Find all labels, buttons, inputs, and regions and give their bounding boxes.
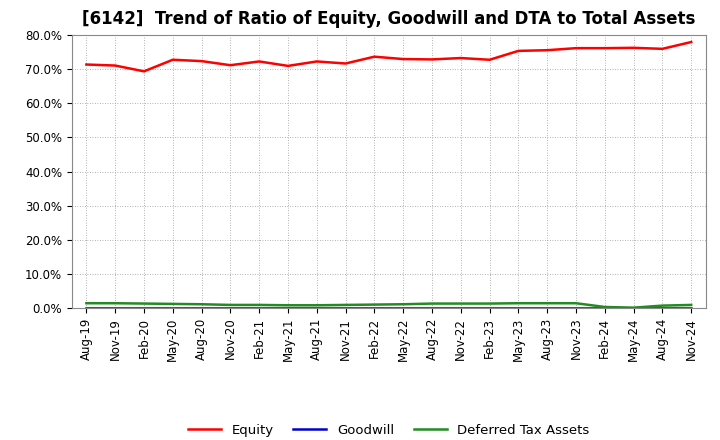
Deferred Tax Assets xyxy=(428,301,436,306)
Equity xyxy=(284,63,292,69)
Deferred Tax Assets xyxy=(284,303,292,308)
Deferred Tax Assets xyxy=(485,301,494,306)
Equity xyxy=(514,48,523,54)
Equity xyxy=(572,45,580,51)
Equity xyxy=(456,55,465,61)
Equity xyxy=(197,59,206,64)
Equity xyxy=(370,54,379,59)
Goodwill xyxy=(370,305,379,311)
Goodwill xyxy=(197,305,206,311)
Goodwill xyxy=(543,305,552,311)
Goodwill xyxy=(312,305,321,311)
Equity xyxy=(399,56,408,62)
Deferred Tax Assets xyxy=(629,305,638,310)
Deferred Tax Assets xyxy=(399,301,408,307)
Goodwill xyxy=(140,305,148,311)
Goodwill xyxy=(485,305,494,311)
Deferred Tax Assets xyxy=(197,301,206,307)
Goodwill xyxy=(168,305,177,311)
Equity xyxy=(485,57,494,62)
Deferred Tax Assets xyxy=(543,301,552,306)
Deferred Tax Assets xyxy=(600,304,609,310)
Line: Deferred Tax Assets: Deferred Tax Assets xyxy=(86,303,691,308)
Deferred Tax Assets xyxy=(140,301,148,306)
Goodwill xyxy=(658,305,667,311)
Goodwill xyxy=(399,305,408,311)
Goodwill xyxy=(284,305,292,311)
Goodwill xyxy=(572,305,580,311)
Deferred Tax Assets xyxy=(255,302,264,308)
Goodwill xyxy=(600,305,609,311)
Deferred Tax Assets xyxy=(658,303,667,308)
Goodwill xyxy=(456,305,465,311)
Equity xyxy=(168,57,177,62)
Equity xyxy=(82,62,91,67)
Goodwill xyxy=(687,305,696,311)
Equity xyxy=(543,48,552,53)
Equity xyxy=(658,46,667,51)
Equity xyxy=(629,45,638,51)
Legend: Equity, Goodwill, Deferred Tax Assets: Equity, Goodwill, Deferred Tax Assets xyxy=(183,418,595,440)
Goodwill xyxy=(629,305,638,311)
Equity xyxy=(255,59,264,64)
Equity xyxy=(341,61,350,66)
Deferred Tax Assets xyxy=(341,302,350,308)
Deferred Tax Assets xyxy=(370,302,379,307)
Deferred Tax Assets xyxy=(312,303,321,308)
Equity xyxy=(428,57,436,62)
Deferred Tax Assets xyxy=(456,301,465,306)
Equity xyxy=(312,59,321,64)
Goodwill xyxy=(514,305,523,311)
Title: [6142]  Trend of Ratio of Equity, Goodwill and DTA to Total Assets: [6142] Trend of Ratio of Equity, Goodwil… xyxy=(82,10,696,28)
Line: Equity: Equity xyxy=(86,42,691,71)
Goodwill xyxy=(226,305,235,311)
Deferred Tax Assets xyxy=(572,301,580,306)
Deferred Tax Assets xyxy=(514,301,523,306)
Goodwill xyxy=(82,305,91,311)
Goodwill xyxy=(428,305,436,311)
Equity xyxy=(140,69,148,74)
Goodwill xyxy=(341,305,350,311)
Equity xyxy=(687,39,696,44)
Goodwill xyxy=(111,305,120,311)
Goodwill xyxy=(255,305,264,311)
Equity xyxy=(111,63,120,68)
Deferred Tax Assets xyxy=(226,302,235,308)
Deferred Tax Assets xyxy=(111,301,120,306)
Deferred Tax Assets xyxy=(168,301,177,307)
Equity xyxy=(226,62,235,68)
Deferred Tax Assets xyxy=(687,302,696,308)
Deferred Tax Assets xyxy=(82,301,91,306)
Equity xyxy=(600,45,609,51)
